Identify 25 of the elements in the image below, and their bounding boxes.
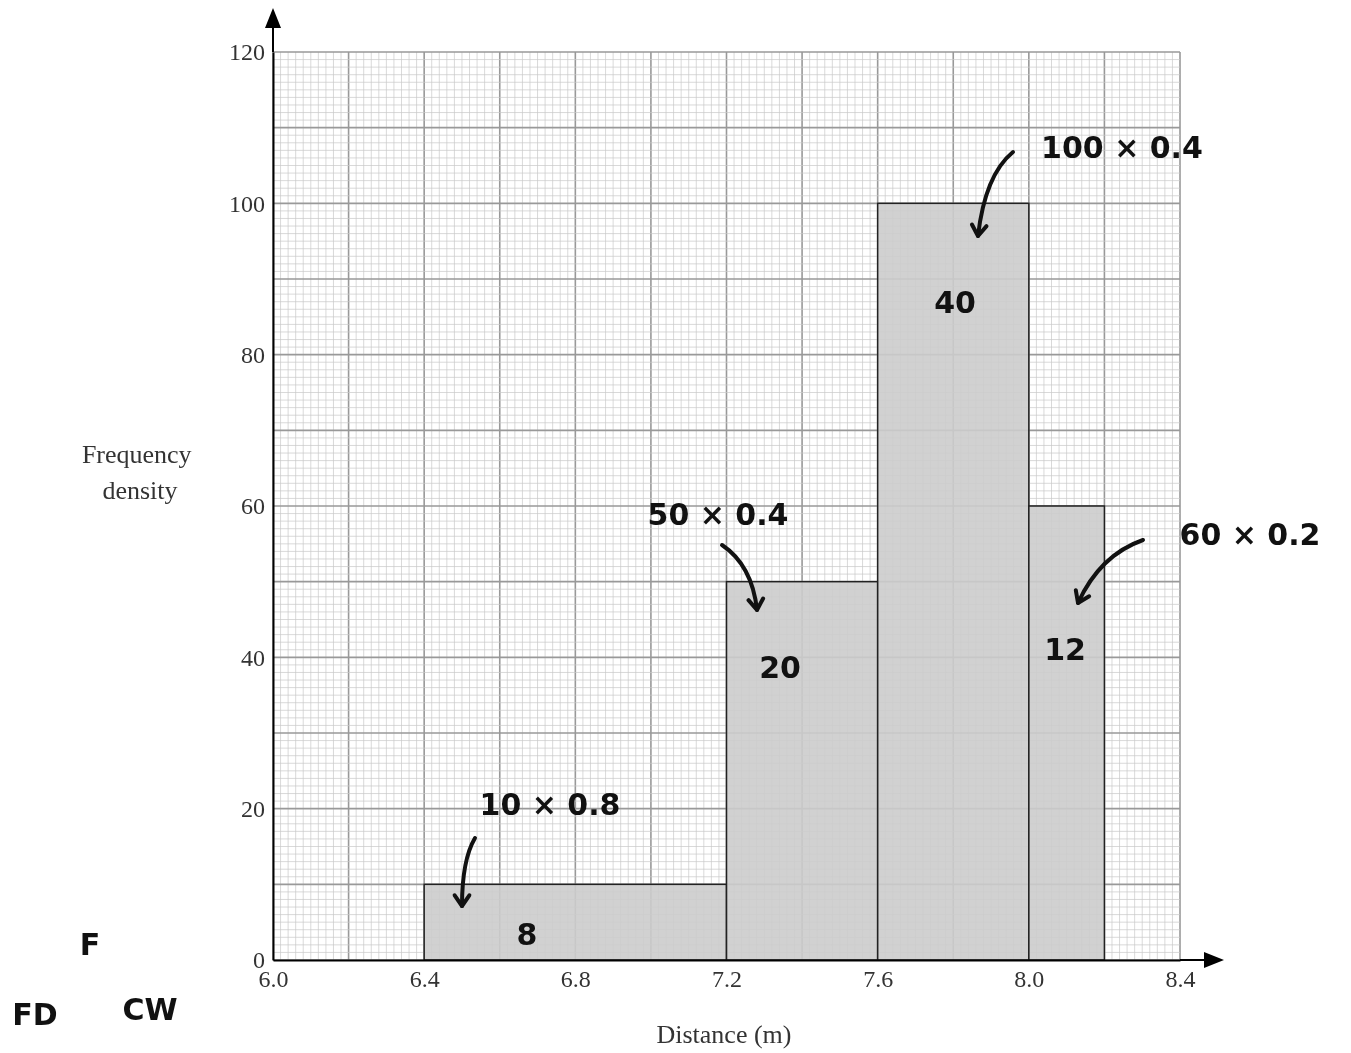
y-tick-label: 60 — [241, 493, 265, 520]
annotation: 50 × 0.4 — [647, 497, 789, 532]
y-tick-label: 120 — [229, 39, 265, 66]
annotation: 10 × 0.8 — [479, 787, 621, 822]
annotation: 20 — [759, 650, 801, 685]
annotation: 12 — [1044, 632, 1086, 667]
y-tick-label: 20 — [241, 795, 265, 822]
x-tick-label: 8.0 — [1014, 966, 1045, 993]
y-tick-label: 80 — [241, 341, 265, 368]
y-tick-label: 40 — [241, 644, 265, 671]
x-tick-label: 6.4 — [409, 966, 440, 993]
y-axis-title: Frequency density — [81, 440, 199, 505]
x-tick-label: 6.8 — [560, 966, 591, 993]
x-tick-label: 8.4 — [1165, 966, 1196, 993]
y-tick-label: 100 — [229, 190, 265, 217]
annotation: 60 × 0.2 — [1179, 517, 1321, 552]
text: F — [79, 927, 101, 962]
text: CW — [122, 992, 178, 1027]
annotation: 40 — [934, 285, 976, 320]
x-axis-title: Distance (m) — [656, 1020, 792, 1049]
annotation: 100 × 0.4 — [1041, 130, 1203, 165]
x-tick-label: 7.2 — [712, 966, 742, 993]
annotation: 8 — [516, 917, 538, 952]
text: FD — [12, 997, 58, 1032]
x-tick-label: 7.6 — [863, 966, 894, 993]
